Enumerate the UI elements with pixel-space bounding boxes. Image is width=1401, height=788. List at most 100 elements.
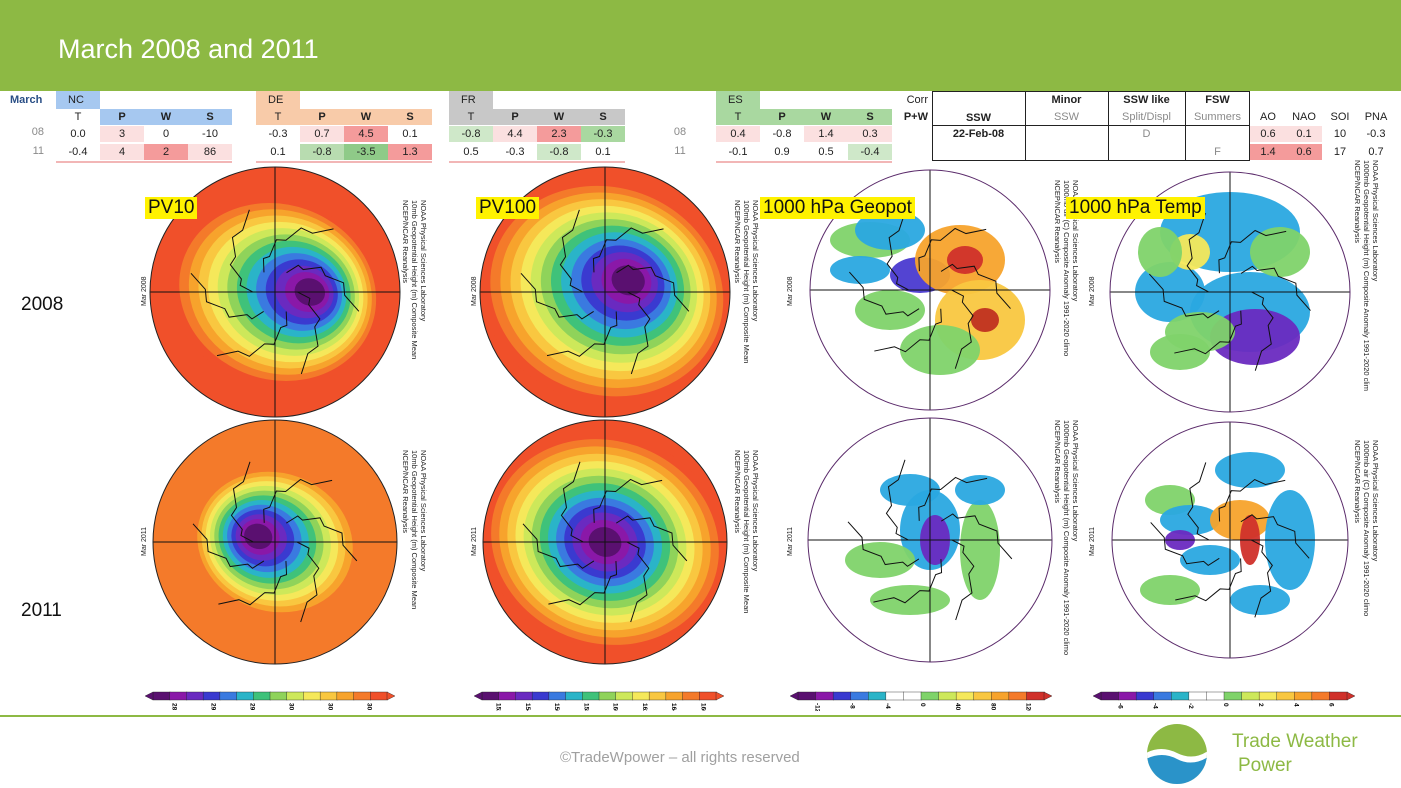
index-cell: 0.1	[1286, 126, 1322, 142]
table-cell: -0.1	[716, 144, 760, 160]
colorbar-tick-label: 152	[495, 703, 502, 711]
index-header: SOI	[1330, 111, 1350, 123]
table-cell: 0.4	[716, 126, 760, 142]
colorbar-segment	[1206, 691, 1225, 701]
row-label-08: 08	[31, 126, 44, 138]
colorbar-segment	[515, 691, 533, 701]
region-band	[100, 91, 232, 109]
colorbar-segment	[152, 691, 171, 701]
table-cell: 0.1	[388, 126, 432, 142]
table-cell: -10	[188, 126, 232, 142]
colorbar-segment	[336, 691, 355, 701]
region-band	[760, 91, 892, 109]
col-header: W	[537, 109, 581, 125]
ssw-divider	[1185, 91, 1186, 161]
colorbar-tick-label: -4	[884, 703, 891, 709]
index-header: AO	[1260, 111, 1276, 123]
map-caption: NCEP/NCAR Reanalysis 100mb Geopotential H…	[733, 450, 760, 613]
index-header: PNA	[1364, 111, 1388, 123]
colorbar-tick-label: 29	[249, 703, 256, 711]
table-cell: 4	[100, 144, 144, 160]
colorbar-segment	[903, 691, 922, 701]
colorbar-tick-label: -6	[1117, 703, 1124, 709]
colorbar: 28 29 29 30 30 30	[145, 691, 395, 711]
colorbar-tick-label: 6	[1327, 703, 1334, 707]
ssw-subheader: Split/Displ	[1122, 111, 1171, 123]
colorbar-tick-label: 0	[1222, 703, 1229, 707]
table-cell: -0.8	[300, 144, 344, 160]
colorbar-segment	[1329, 691, 1348, 701]
table-cell: 0.1	[581, 144, 625, 160]
colorbar-segment	[665, 691, 684, 701]
map-date-label: Mar 2008	[141, 276, 148, 306]
index-cell: 0.7	[1358, 144, 1394, 160]
map-date-label: Mar 2008	[471, 276, 478, 306]
colorbar-segment	[269, 691, 288, 701]
colorbar-segment	[186, 691, 204, 701]
map-date-label: Mar 2011	[471, 526, 478, 556]
colorbar-segment	[370, 691, 388, 701]
ssw-cell: 22-Feb-08	[952, 128, 1005, 140]
col-header: T	[449, 109, 493, 125]
map-caption: NCEP/NCAR Reanalysis 10mb Geopotential He…	[401, 450, 428, 609]
map-caption-line: NOAA Physical Sciences Laboratory	[751, 200, 760, 322]
map-date-label: Mar 2008	[1089, 276, 1096, 306]
region-name: DE	[256, 91, 300, 109]
colorbar-segment	[1223, 691, 1243, 701]
colorbar-segment	[169, 691, 188, 701]
ssw-divider	[1108, 91, 1109, 161]
table-cell: 0.1	[256, 144, 300, 160]
map-label-pv100: PV100	[476, 197, 540, 219]
colorbar-segment	[236, 691, 254, 701]
index-cell: 10	[1322, 126, 1358, 142]
colorbar-segment	[1008, 691, 1028, 701]
colorbar-tick-label: 30	[288, 703, 295, 711]
colorbar-tick-label: 80	[989, 703, 996, 711]
map-label-pv10: PV10	[145, 197, 198, 219]
map-date-label: Mar 2011	[1089, 526, 1096, 556]
map-caption-line: 100mb Geopotential Height (m) Composite …	[742, 200, 751, 364]
colorbar-segment	[548, 691, 567, 701]
map-caption-line: NOAA Physical Sciences Laboratory	[1371, 160, 1380, 282]
col-header: W	[144, 109, 188, 125]
colorbar-tick-label: 156	[553, 703, 560, 711]
map-caption-line: NCEP/NCAR Reanalysis	[733, 450, 742, 533]
table-cell: -0.3	[493, 144, 537, 160]
map-caption-line: NCEP/NCAR Reanalysis	[401, 200, 410, 283]
index-cell: -0.3	[1358, 126, 1394, 142]
index-cell: 17	[1322, 144, 1358, 160]
map-caption-line: 1000mb air (C) Composite Anomaly 1991-20…	[1362, 440, 1371, 617]
polar-map	[1111, 421, 1349, 659]
map-caption-line: NCEP/NCAR Reanalysis	[1353, 440, 1362, 523]
colorbar-segment	[286, 691, 305, 701]
row-underline	[716, 161, 892, 163]
index-header: NAO	[1292, 111, 1316, 123]
colorbar-tick-label: -4	[1152, 703, 1159, 709]
colorbar-segment	[1171, 691, 1190, 701]
region-band	[493, 91, 625, 109]
map-date-label: Mar 2011	[787, 526, 794, 556]
colorbar-segment	[498, 691, 517, 701]
row-label-08: 08	[673, 126, 687, 138]
year-label-2008: 2008	[21, 294, 64, 315]
map-caption: NCEP/NCAR Reanalysis 1000mb Geopotential …	[1053, 420, 1080, 655]
row-underline	[56, 161, 232, 163]
ssw-divider	[932, 125, 1250, 126]
copyright-text: ©TradeWpower – all rights reserved	[560, 749, 800, 766]
map-date-label: Mar 2008	[787, 276, 794, 306]
colorbar-segment	[1311, 691, 1331, 701]
polar-map	[149, 166, 401, 418]
colorbar-tick-label: 0	[919, 703, 926, 707]
map-caption-line: NOAA Physical Sciences Laboratory	[419, 450, 428, 572]
colorbar-tick-label: 154	[524, 703, 531, 711]
header-banner	[0, 0, 1401, 91]
map-caption-line: NOAA Physical Sciences Laboratory	[419, 200, 428, 322]
colorbar-segment	[1153, 691, 1172, 701]
map-caption-line: NOAA Physical Sciences Laboratory	[1371, 440, 1380, 562]
table-cell: 0.7	[300, 126, 344, 142]
colorbar: -12 -8 -4 0 40 80 120	[790, 691, 1052, 711]
corr-sublabel: P+W	[903, 111, 928, 123]
index-cell: 0.6	[1286, 144, 1322, 160]
colorbar-segment	[920, 691, 940, 701]
colorbar-segment	[850, 691, 869, 701]
